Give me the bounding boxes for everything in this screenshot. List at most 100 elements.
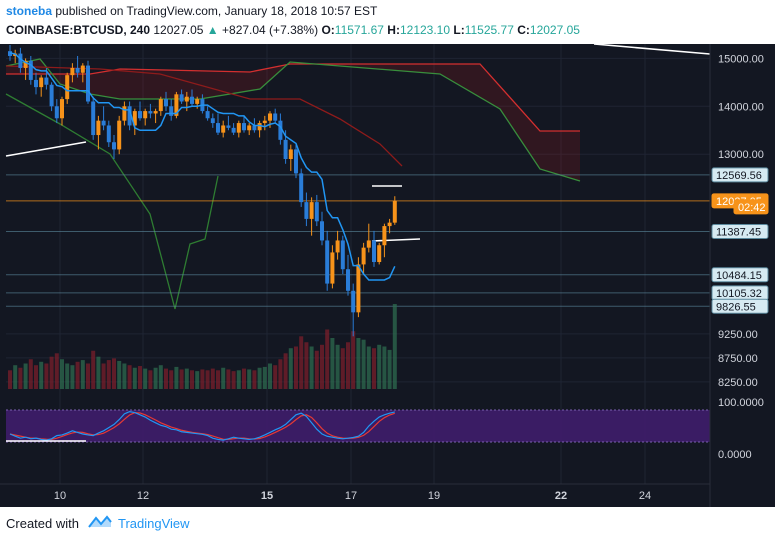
candle[interactable]	[179, 89, 184, 104]
candle-body[interactable]	[65, 75, 70, 100]
candle-body[interactable]	[377, 245, 382, 263]
candle[interactable]	[262, 115, 267, 131]
candle-body[interactable]	[54, 106, 59, 119]
candle[interactable]	[392, 196, 397, 225]
candle[interactable]	[70, 63, 75, 83]
candle[interactable]	[164, 91, 168, 112]
candle-body[interactable]	[247, 125, 252, 131]
candle[interactable]	[236, 120, 241, 138]
candle[interactable]	[210, 113, 215, 128]
candle-body[interactable]	[158, 99, 163, 112]
candle[interactable]	[273, 108, 278, 124]
candle-body[interactable]	[164, 99, 168, 107]
candle-body[interactable]	[351, 290, 356, 313]
candle[interactable]	[325, 230, 330, 291]
candle-body[interactable]	[361, 247, 366, 265]
candle-body[interactable]	[252, 125, 257, 131]
candle[interactable]	[299, 168, 304, 207]
candle[interactable]	[65, 72, 70, 104]
candle[interactable]	[117, 115, 122, 155]
candle-body[interactable]	[304, 202, 309, 219]
candle-body[interactable]	[122, 106, 127, 121]
candle-body[interactable]	[309, 202, 314, 219]
candle[interactable]	[153, 108, 158, 124]
candle-body[interactable]	[268, 113, 272, 121]
candle-body[interactable]	[138, 111, 142, 119]
candle[interactable]	[247, 123, 252, 136]
tradingview-brand[interactable]: TradingView	[118, 516, 190, 531]
candle[interactable]	[231, 123, 236, 136]
candle-body[interactable]	[195, 99, 200, 104]
candle-body[interactable]	[299, 173, 304, 203]
candle[interactable]	[158, 96, 163, 116]
candle-body[interactable]	[257, 123, 262, 131]
candle[interactable]	[346, 254, 350, 296]
candle-body[interactable]	[34, 79, 38, 88]
candle[interactable]	[80, 63, 85, 83]
candle-body[interactable]	[91, 101, 96, 136]
candle[interactable]	[351, 283, 356, 337]
candle[interactable]	[257, 120, 262, 138]
candle-body[interactable]	[127, 106, 132, 126]
candle[interactable]	[361, 242, 366, 274]
trend-line-left[interactable]	[5, 141, 87, 157]
candle[interactable]	[330, 245, 335, 289]
candle-body[interactable]	[283, 139, 288, 159]
candle[interactable]	[138, 101, 142, 121]
candle-body[interactable]	[153, 111, 158, 114]
candle-body[interactable]	[346, 269, 350, 291]
candle[interactable]	[106, 120, 111, 148]
candle-body[interactable]	[335, 240, 340, 253]
candle[interactable]	[174, 91, 179, 119]
candle-body[interactable]	[372, 240, 376, 263]
candle-body[interactable]	[205, 111, 210, 119]
candle-body[interactable]	[216, 123, 220, 133]
candle[interactable]	[34, 72, 38, 95]
candle[interactable]	[377, 242, 382, 265]
candle-body[interactable]	[112, 142, 116, 150]
candle[interactable]	[335, 230, 340, 260]
candle-body[interactable]	[382, 226, 387, 246]
candle[interactable]	[49, 82, 54, 112]
candle[interactable]	[13, 49, 18, 64]
candle[interactable]	[382, 223, 387, 258]
candlestick-chart[interactable]: 15000.00 14000.00 13000.00 9250.00 8750.00 82…	[0, 43, 775, 507]
candle[interactable]	[148, 103, 153, 119]
candle[interactable]	[143, 108, 148, 126]
candle-body[interactable]	[330, 252, 335, 284]
candle[interactable]	[190, 89, 194, 107]
candle[interactable]	[387, 218, 392, 234]
candle-body[interactable]	[18, 53, 23, 68]
trend-line-top[interactable]	[593, 43, 711, 55]
chart-area[interactable]: 15000.00 14000.00 13000.00 9250.00 8750.00 82…	[0, 43, 775, 507]
candle[interactable]	[366, 223, 371, 253]
candle-body[interactable]	[96, 120, 101, 136]
candle-body[interactable]	[143, 111, 148, 119]
candle-body[interactable]	[325, 240, 330, 284]
candle[interactable]	[86, 60, 90, 104]
candle-body[interactable]	[262, 120, 267, 124]
candles[interactable]	[8, 44, 397, 337]
candle[interactable]	[18, 47, 23, 73]
candle-body[interactable]	[86, 65, 90, 102]
candle-body[interactable]	[190, 96, 194, 104]
candle-body[interactable]	[242, 123, 246, 131]
candle-body[interactable]	[70, 67, 75, 76]
candle-body[interactable]	[231, 127, 236, 133]
candle[interactable]	[340, 235, 345, 274]
candle-body[interactable]	[226, 125, 231, 128]
candle[interactable]	[278, 113, 283, 145]
time-axis[interactable]: 10 12 15 17 19 22 24	[0, 483, 710, 502]
candle[interactable]	[54, 99, 59, 124]
candle[interactable]	[39, 75, 44, 97]
candle-body[interactable]	[169, 106, 174, 116]
candle-body[interactable]	[210, 118, 215, 124]
candle-body[interactable]	[106, 125, 111, 143]
candle[interactable]	[169, 99, 174, 121]
candle[interactable]	[372, 230, 376, 267]
candle-body[interactable]	[179, 94, 184, 102]
candle[interactable]	[356, 257, 361, 318]
candle-body[interactable]	[340, 240, 345, 270]
candle-body[interactable]	[356, 264, 361, 313]
candle[interactable]	[132, 108, 137, 136]
